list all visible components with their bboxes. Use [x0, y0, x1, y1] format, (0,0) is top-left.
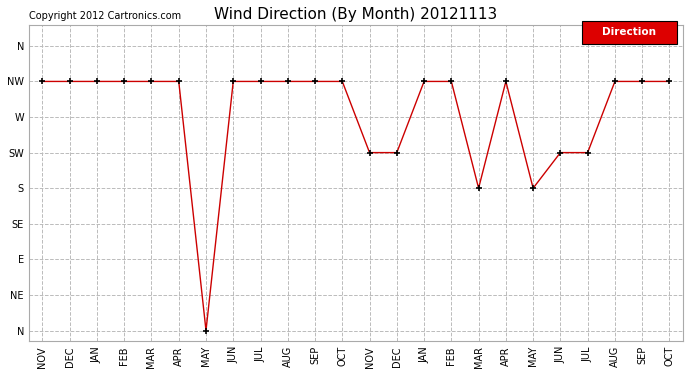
- Title: Wind Direction (By Month) 20121113: Wind Direction (By Month) 20121113: [215, 7, 497, 22]
- Text: Direction: Direction: [602, 27, 656, 38]
- Text: Copyright 2012 Cartronics.com: Copyright 2012 Cartronics.com: [29, 11, 181, 21]
- FancyBboxPatch shape: [582, 21, 676, 44]
